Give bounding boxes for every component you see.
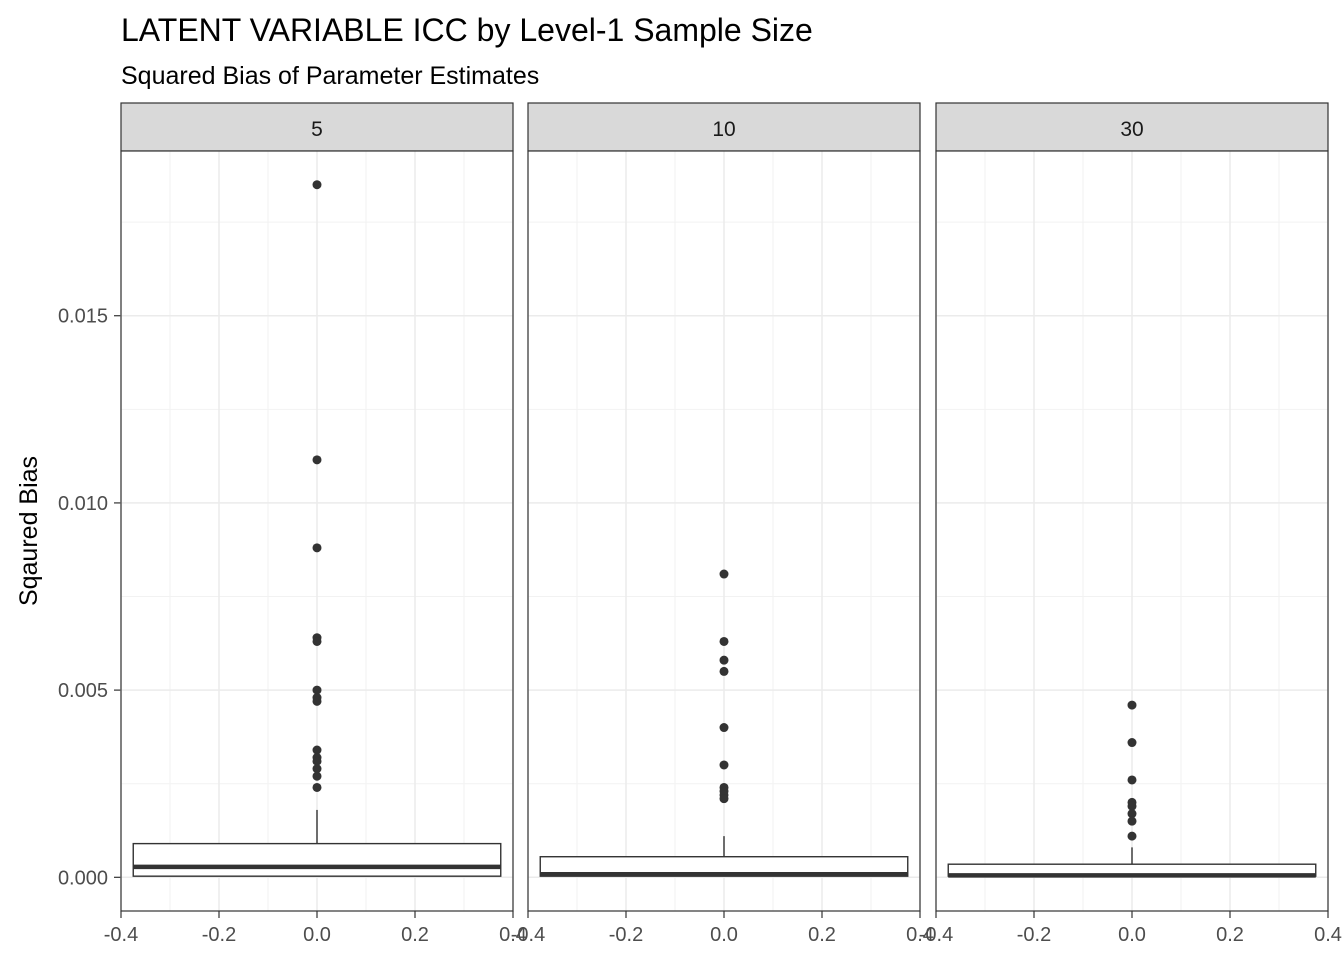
facet-strip [935,102,1329,152]
outlier-point [312,180,322,190]
outlier-point [719,655,729,665]
outlier-point [312,756,322,766]
x-tick-label: 0.4 [499,924,527,946]
outlier-point [312,771,322,781]
outlier-point [1127,738,1137,748]
x-tick-label: 0.2 [1216,924,1244,946]
x-tick-label: -0.4 [919,924,953,946]
outlier-point [312,745,322,755]
y-tick-label: 0.015 [58,306,108,328]
x-tick-label: 0.2 [808,924,836,946]
outlier-point [312,543,322,553]
outlier-point [719,794,729,804]
outlier-point [312,455,322,465]
outlier-point [312,636,322,646]
facet-strip [120,102,514,152]
x-tick-label: -0.2 [1017,924,1051,946]
x-tick-label: 0.0 [303,924,331,946]
x-tick-label: 0.0 [1118,924,1146,946]
facet-panel: 10 -0.4 -0.2 0.0 0.2 0.4 [511,102,934,946]
outlier-point [1127,816,1137,826]
chart-subtitle: Squared Bias of Parameter Estimates [121,62,539,90]
outlier-point [719,636,729,646]
chart-title: LATENT VARIABLE ICC by Level-1 Sample Si… [121,12,813,48]
box-body [132,842,502,877]
x-tick-label: 0.4 [1314,924,1342,946]
x-tick-label: -0.4 [511,924,545,946]
y-axis: 0.000 0.005 0.010 0.015 [58,306,121,889]
x-tick-label: 0.0 [710,924,738,946]
x-tick-label: -0.2 [609,924,643,946]
x-tick-label: 0.2 [401,924,429,946]
outlier-point [719,723,729,733]
outlier-point [312,685,322,695]
y-axis-title: Sqaured Bias [15,456,43,606]
x-tick-label: 0.4 [906,924,934,946]
y-tick-label: 0.005 [58,680,108,702]
facet-panel: 5 -0.4 -0.2 0.0 0.2 0.4 [104,102,527,946]
facet-strip [527,102,921,152]
x-tick-label: -0.2 [202,924,236,946]
outlier-point [1127,775,1137,785]
outlier-point [312,764,322,774]
y-tick-label: 0.000 [58,867,108,889]
facet-panel: 30 -0.4 -0.2 0.0 0.2 0.4 [919,102,1342,946]
outlier-point [719,569,729,579]
outlier-point [1127,831,1137,841]
outlier-point [719,760,729,770]
facet-panels: 5 -0.4 -0.2 0.0 0.2 0.4 10 -0.4 -0.2 0.0 0.2 0.4 30 -… [104,102,1342,946]
x-tick-label: -0.4 [104,924,138,946]
outlier-point [719,666,729,676]
facet-strip-label: 10 [712,118,735,141]
facet-strip-label: 30 [1120,118,1143,141]
facet-strip-label: 5 [311,118,323,141]
outlier-point [312,782,322,792]
outlier-point [1127,700,1137,710]
y-tick-label: 0.010 [58,493,108,515]
outlier-point [1127,801,1137,811]
outlier-point [1127,809,1137,819]
outlier-point [312,696,322,706]
